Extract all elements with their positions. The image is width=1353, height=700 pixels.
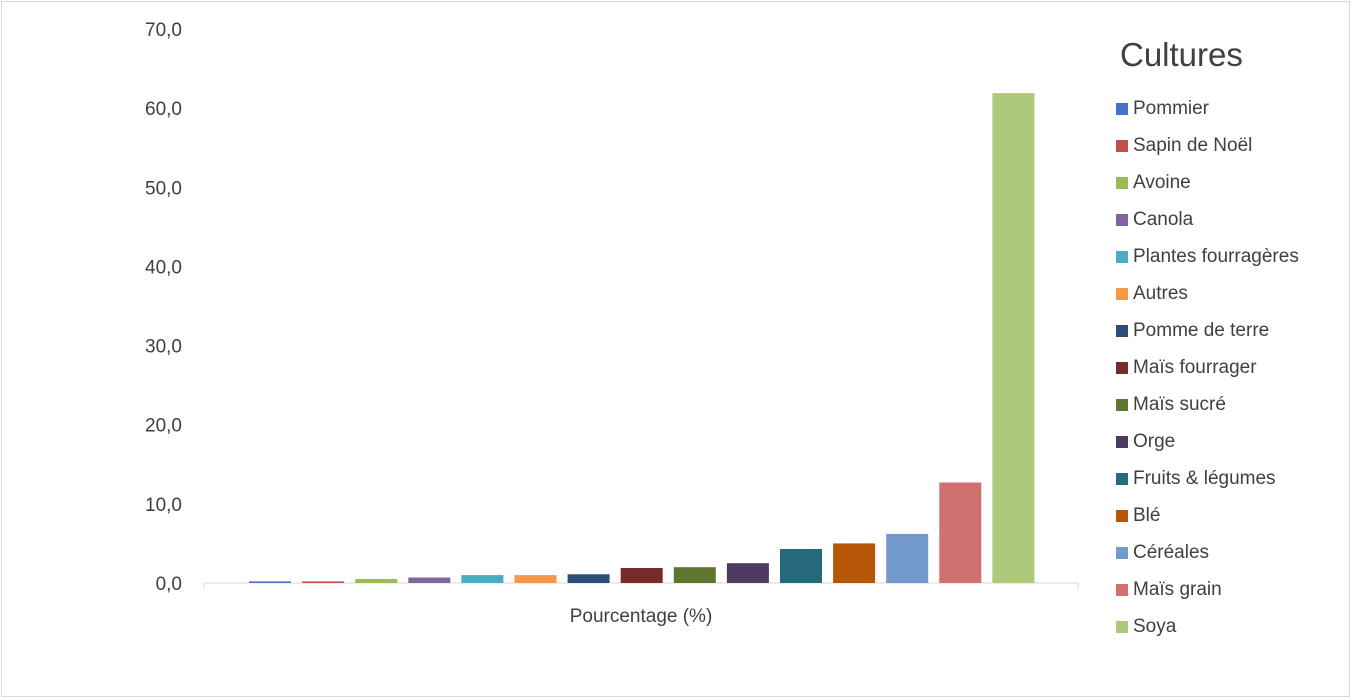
- legend-label: Maïs grain: [1133, 578, 1222, 600]
- legend-label: Céréales: [1133, 541, 1210, 563]
- legend-label: Fruits & légumes: [1133, 467, 1276, 489]
- legend-label: Autres: [1133, 282, 1188, 304]
- legend-swatch: [1116, 546, 1128, 559]
- legend-label: Soya: [1133, 615, 1177, 637]
- legend-label: Pommier: [1133, 97, 1210, 119]
- legend-label: Avoine: [1133, 171, 1191, 193]
- legend-swatch: [1116, 472, 1128, 485]
- legend-item: Céréales: [1116, 534, 1346, 571]
- bar-cereales: [886, 533, 929, 583]
- legend-label: Blé: [1133, 504, 1161, 526]
- legend-swatch: [1116, 324, 1128, 337]
- y-tick-label: 60,0: [145, 99, 182, 120]
- bar-soya: [992, 93, 1035, 583]
- legend-item: Maïs grain: [1116, 571, 1346, 608]
- legend-item: Maïs fourrager: [1116, 349, 1346, 386]
- legend-item: Autres: [1116, 275, 1346, 312]
- y-tick-label: 30,0: [145, 337, 182, 358]
- bar-pommier: [249, 581, 291, 583]
- legend-item: Soya: [1116, 608, 1346, 645]
- legend-item: Maïs sucré: [1116, 386, 1346, 423]
- bar-plantes-fourrageres: [461, 575, 504, 583]
- legend-swatch: [1116, 250, 1128, 263]
- legend-swatch: [1116, 102, 1128, 115]
- legend-swatch: [1116, 509, 1128, 522]
- y-tick-label: 70,0: [145, 20, 182, 41]
- legend-item: Fruits & légumes: [1116, 460, 1346, 497]
- legend-item: Avoine: [1116, 164, 1346, 201]
- y-tick-label: 50,0: [145, 178, 182, 199]
- legend-item: Orge: [1116, 423, 1346, 460]
- legend-swatch: [1116, 398, 1128, 411]
- y-tick-label: 0,0: [156, 574, 182, 595]
- y-tick-label: 20,0: [145, 416, 182, 437]
- bar-autres: [514, 575, 557, 583]
- legend-label: Maïs sucré: [1133, 393, 1226, 415]
- legend-swatch: [1116, 435, 1128, 448]
- legend-items: Pommier Sapin de Noël Avoine Canola Plantes …: [1116, 90, 1346, 645]
- bar-avoine: [355, 579, 398, 583]
- bars-group: [249, 93, 1035, 583]
- legend: Cultures Pommier Sapin de Noël Avoine Canol…: [1116, 32, 1346, 645]
- legend-label: Orge: [1133, 430, 1176, 452]
- legend-item: Sapin de Noël: [1116, 127, 1346, 164]
- legend-swatch: [1116, 361, 1128, 374]
- y-tick-label: 10,0: [145, 495, 182, 516]
- legend-label: Sapin de Noël: [1133, 134, 1253, 156]
- legend-title: Cultures: [1120, 36, 1243, 73]
- legend-label: Pomme de terre: [1133, 319, 1270, 341]
- legend-swatch: [1116, 287, 1128, 300]
- bar-mais-sucre: [673, 567, 716, 583]
- legend-swatch: [1116, 213, 1128, 226]
- legend-swatch: [1116, 620, 1128, 633]
- bar-mais-grain: [939, 482, 982, 583]
- legend-swatch: [1116, 583, 1128, 596]
- x-category-label: Pourcentage (%): [570, 606, 713, 627]
- legend-label: Canola: [1133, 208, 1194, 230]
- bar-canola: [408, 577, 451, 583]
- legend-item: Plantes fourragères: [1116, 238, 1346, 275]
- legend-item: Pomme de terre: [1116, 312, 1346, 349]
- legend-swatch: [1116, 139, 1128, 152]
- legend-label: Plantes fourragères: [1133, 245, 1299, 267]
- bar-ble: [833, 543, 876, 583]
- y-axis-ticks: 0,0 10,0 20,0 30,0 40,0 50,0 60,0 70,0: [145, 20, 182, 595]
- y-tick-label: 40,0: [145, 257, 182, 278]
- legend-swatch: [1116, 176, 1128, 189]
- bar-mais-fourrager: [620, 568, 663, 583]
- bar-pomme-de-terre: [567, 574, 610, 583]
- bar-fruits-legumes: [780, 549, 822, 583]
- legend-label: Maïs fourrager: [1133, 356, 1257, 378]
- bar-sapin-de-noel: [302, 581, 345, 583]
- legend-item: Blé: [1116, 497, 1346, 534]
- bar-orge: [726, 563, 769, 583]
- legend-item: Pommier: [1116, 90, 1346, 127]
- legend-item: Canola: [1116, 201, 1346, 238]
